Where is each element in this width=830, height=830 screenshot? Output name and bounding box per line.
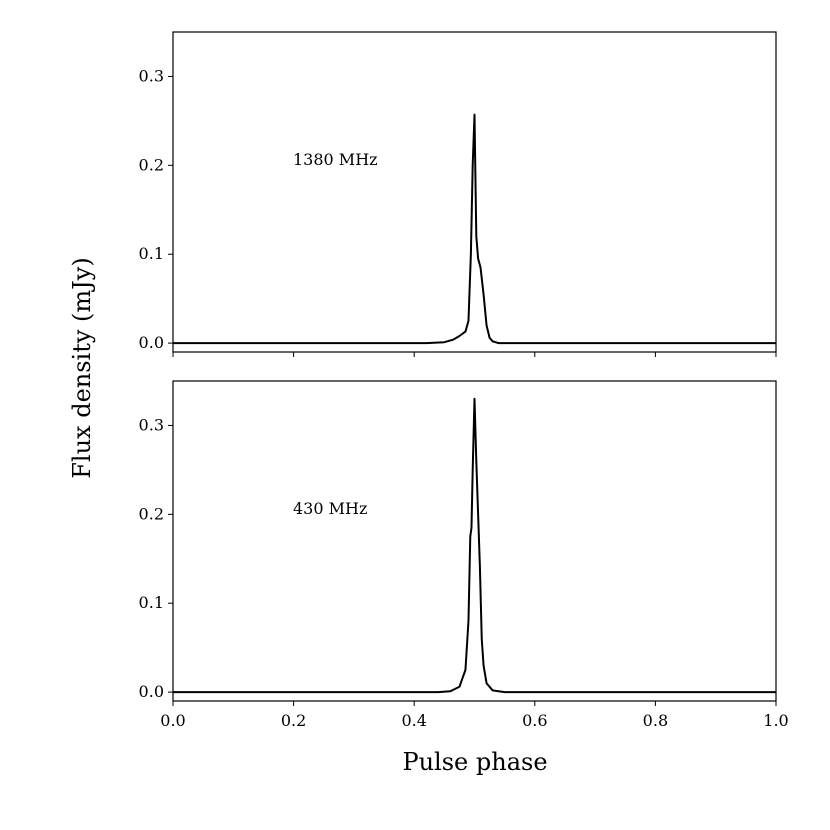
x-tick-label: 0.8 <box>643 711 668 730</box>
top-panel: 0.0 0.1 0.2 0.3 1380 MHz <box>139 31 777 357</box>
x-tick-label: 0.6 <box>522 711 547 730</box>
pulse-profile-line <box>173 397 776 694</box>
y-tick-label: 0.0 <box>139 333 164 352</box>
pulse-profile-line <box>173 113 776 345</box>
y-tick-label: 0.1 <box>139 244 164 263</box>
x-tick-label: 1.0 <box>763 711 788 730</box>
y-tick-label: 0.3 <box>139 415 164 434</box>
y-tick-label: 0.2 <box>139 155 164 174</box>
frequency-label: 1380 MHz <box>293 150 378 169</box>
bottom-panel: 0.0 0.1 0.2 0.3 0.0 0.2 0.4 0.6 0.8 1.0 430 MHz <box>139 380 789 730</box>
y-tick-label: 0.3 <box>139 66 164 85</box>
y-tick-label: 0.1 <box>139 593 164 612</box>
x-tick-label: 0.2 <box>281 711 306 730</box>
plot-frame <box>172 380 777 702</box>
plot-frame <box>172 31 777 353</box>
x-tick-label: 0.0 <box>160 711 185 730</box>
y-tick-label: 0.2 <box>139 504 164 523</box>
x-axis-title: Pulse phase <box>402 748 547 776</box>
y-axis-title: Flux density (mJy) <box>68 257 96 478</box>
y-tick-label: 0.0 <box>139 682 164 701</box>
frequency-label: 430 MHz <box>293 499 367 518</box>
x-tick-label: 0.4 <box>401 711 426 730</box>
